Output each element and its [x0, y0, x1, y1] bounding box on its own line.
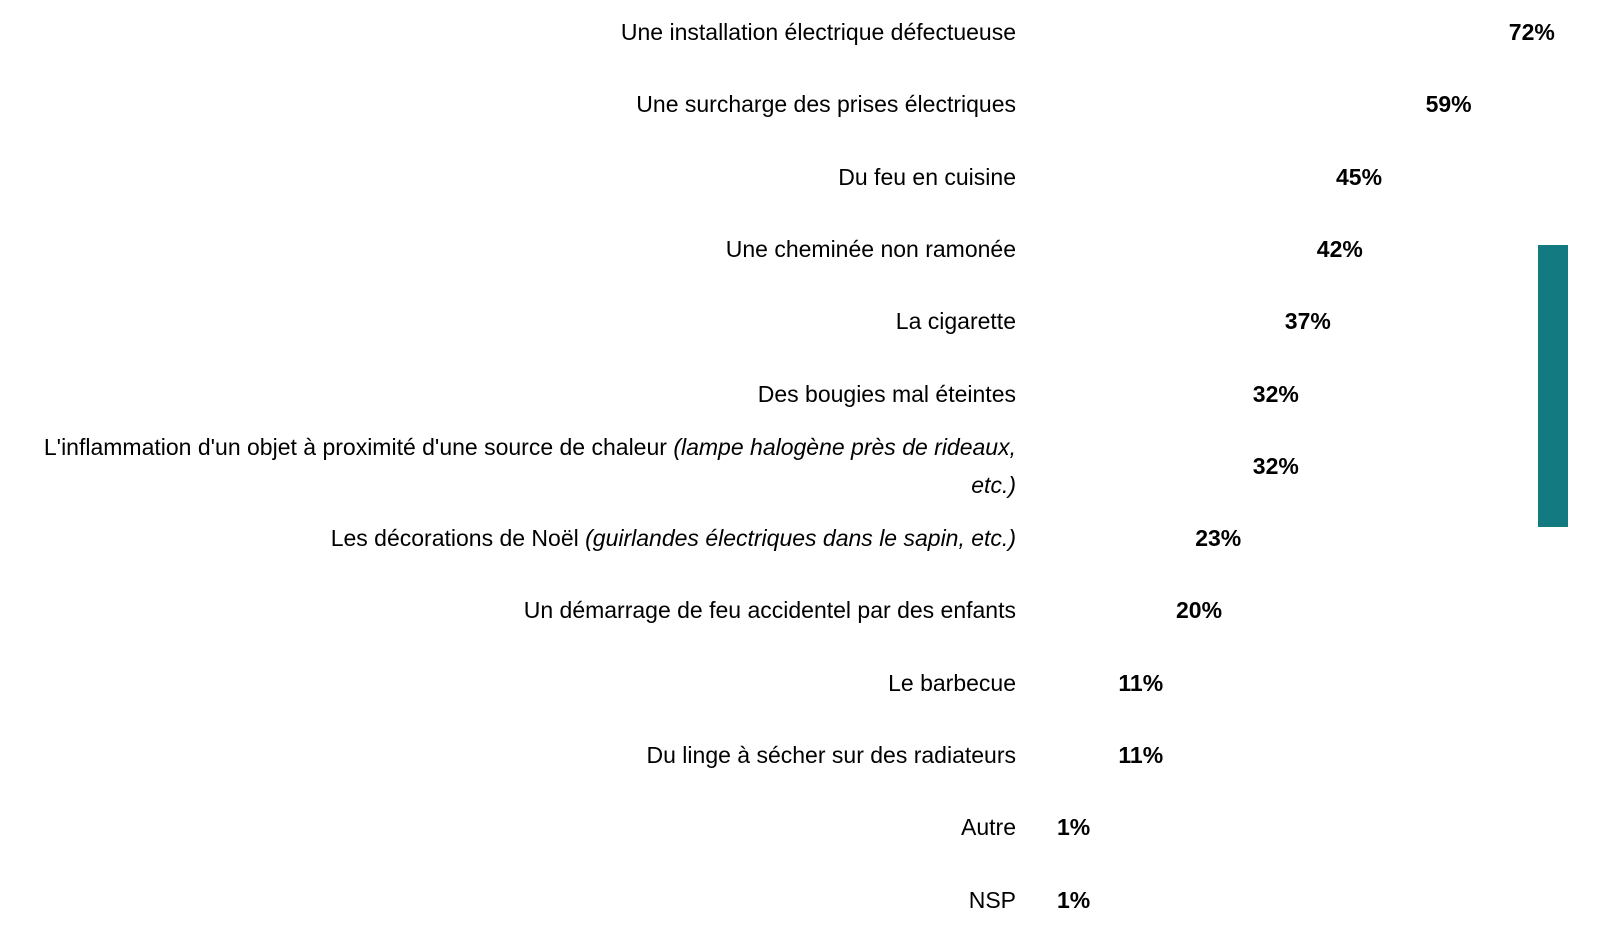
category-label: Les décorations de Noël (guirlandes élec…: [6, 519, 1016, 557]
category-text: Du feu en cuisine: [838, 163, 1016, 190]
side-panel: [1538, 245, 1568, 527]
category-text: Autre: [961, 814, 1016, 841]
category-label: La cigarette: [6, 302, 1016, 340]
value-label: 72%: [1508, 19, 1555, 45]
category-text: Des bougies mal éteintes: [757, 380, 1016, 407]
category-note: (lampe halogène près de rideaux, etc.): [673, 433, 1016, 498]
value-label: 1%: [1057, 814, 1091, 841]
category-text: Les décorations de Noël: [330, 525, 579, 552]
category-label: Le barbecue: [6, 664, 1016, 702]
category-text: Du linge à sécher sur des radiateurs: [646, 742, 1016, 768]
category-label: Une installation électrique défectueuse: [6, 13, 1016, 51]
category-note: (guirlandes électriques dans le sapin, e…: [585, 525, 1016, 552]
value-label: 23%: [1195, 525, 1242, 552]
value-label: 1%: [1057, 886, 1091, 913]
category-text: La cigarette: [895, 308, 1016, 335]
value-label: 37%: [1284, 308, 1331, 335]
category-text: Une installation électrique défectueuse: [620, 19, 1016, 45]
category-label: Du linge à sécher sur des radiateurs: [6, 736, 1016, 774]
category-label: Un démarrage de feu accidentel par des e…: [6, 591, 1016, 629]
category-label: Du feu en cuisine: [6, 158, 1016, 196]
value-label: 11%: [1118, 742, 1164, 768]
category-text: Le barbecue: [888, 669, 1016, 696]
value-label: 20%: [1176, 597, 1223, 624]
category-label: Des bougies mal éteintes: [6, 375, 1016, 413]
category-label: Autre: [6, 808, 1016, 846]
value-label: 42%: [1316, 235, 1363, 262]
category-text: Un démarrage de feu accidentel par des e…: [523, 597, 1016, 624]
category-text: NSP: [968, 886, 1016, 913]
category-label: L'inflammation d'un objet à proximité d'…: [6, 428, 1016, 504]
value-label: 11%: [1118, 669, 1164, 696]
value-label: 32%: [1252, 452, 1299, 479]
category-text: Une cheminée non ramonée: [725, 235, 1016, 262]
category-text: L'inflammation d'un objet à proximité d'…: [43, 433, 667, 460]
category-label: Une cheminée non ramonée: [6, 230, 1016, 268]
category-text: Une surcharge des prises électriques: [636, 91, 1016, 118]
value-label: 59%: [1425, 91, 1472, 118]
value-label: 32%: [1252, 380, 1299, 407]
category-label: Une surcharge des prises électriques: [6, 85, 1016, 123]
category-label: NSP: [6, 881, 1016, 919]
value-label: 45%: [1336, 163, 1383, 190]
